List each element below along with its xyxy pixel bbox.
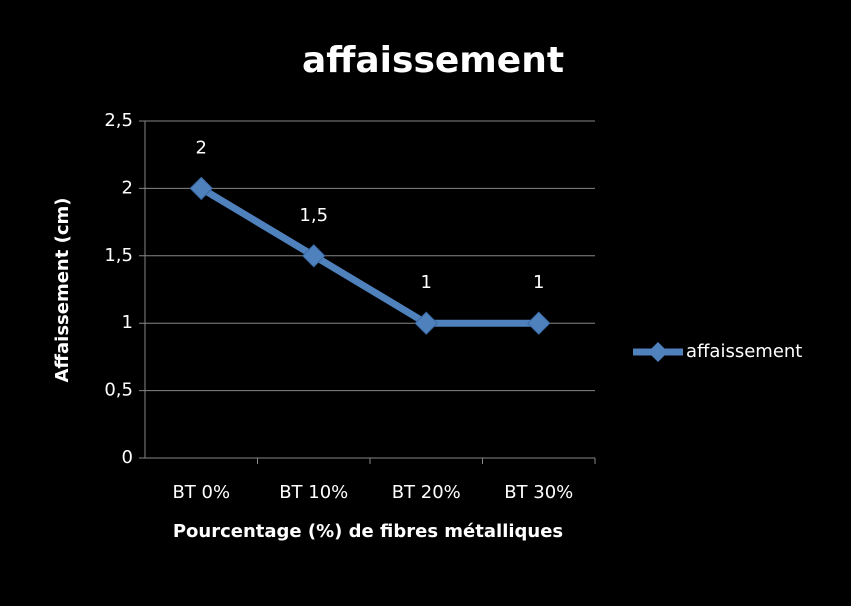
marker (189, 176, 213, 201)
y-axis-label: Affaissement (cm) (52, 198, 73, 383)
x-axis-label: Pourcentage (%) de fibres métalliques (173, 521, 563, 542)
y-tick-label: 0,5 (104, 380, 133, 401)
chart-title: affaissement (302, 40, 564, 81)
y-tick-label: 2,5 (104, 110, 133, 131)
marker (302, 244, 326, 268)
series-line (199, 185, 539, 327)
y-tick-label: 1,5 (104, 245, 133, 266)
marker (414, 311, 438, 335)
y-tick-label: 0 (122, 447, 133, 468)
x-tick-label: BT 20% (392, 482, 461, 503)
y-tick-label: 1 (122, 312, 133, 333)
legend-label: affaissement (686, 341, 802, 362)
x-tick-label: BT 10% (279, 482, 348, 503)
marker (527, 311, 551, 335)
legend-marker (648, 342, 668, 362)
data-label: 2 (196, 137, 207, 158)
data-label: 1,5 (299, 205, 328, 226)
data-label: 1 (421, 272, 432, 293)
data-label: 1 (533, 272, 544, 293)
y-tick-label: 2 (122, 177, 133, 198)
x-tick-label: BT 30% (504, 482, 573, 503)
x-tick-label: BT 0% (172, 482, 230, 503)
